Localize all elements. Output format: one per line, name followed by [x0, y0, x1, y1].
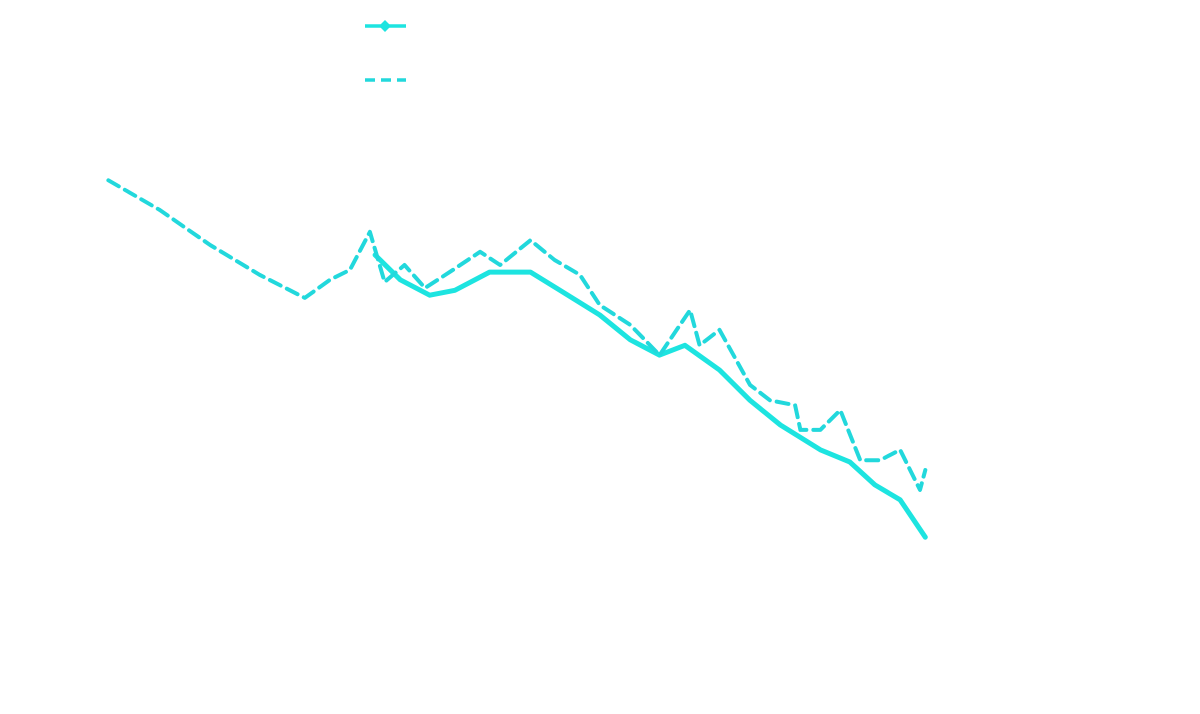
legend-marker — [379, 20, 391, 32]
series-line — [372, 252, 928, 540]
series-line — [106, 178, 928, 492]
